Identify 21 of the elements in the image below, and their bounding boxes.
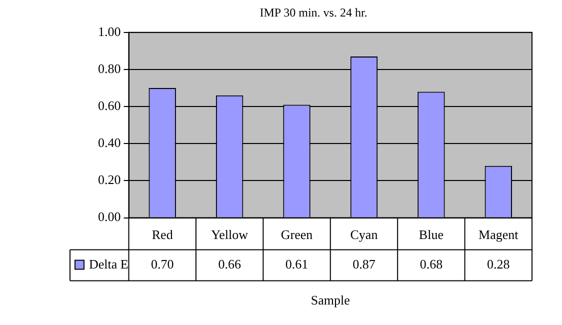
x-tick-label: Cyan: [350, 227, 378, 242]
y-tick-label: 0.00: [98, 209, 121, 224]
y-tick-label: 0.60: [98, 98, 121, 113]
data-label: 0.28: [487, 256, 510, 272]
x-axis-title: Sample: [310, 292, 350, 308]
legend-label: Delta E: [89, 256, 128, 272]
y-tick-label: 1.00: [98, 24, 121, 39]
data-label: 0.68: [420, 256, 443, 272]
y-tick-label: 0.80: [98, 60, 121, 76]
x-tick-label: Red: [152, 227, 174, 242]
data-label: 0.87: [352, 256, 376, 272]
data-label: 0.66: [218, 256, 242, 272]
y-tick-label: 0.40: [98, 135, 121, 150]
y-tick-label: 0.20: [98, 172, 121, 188]
data-label: 0.61: [285, 256, 308, 272]
chart-title: IMP 30 min. vs. 24 hr.: [260, 5, 368, 20]
x-tick-label: Yellow: [211, 227, 249, 242]
x-tick-label: Blue: [418, 227, 444, 242]
data-label: 0.70: [150, 256, 174, 272]
x-tick-label: Magent: [478, 227, 519, 242]
x-tick-label: Green: [280, 227, 314, 242]
